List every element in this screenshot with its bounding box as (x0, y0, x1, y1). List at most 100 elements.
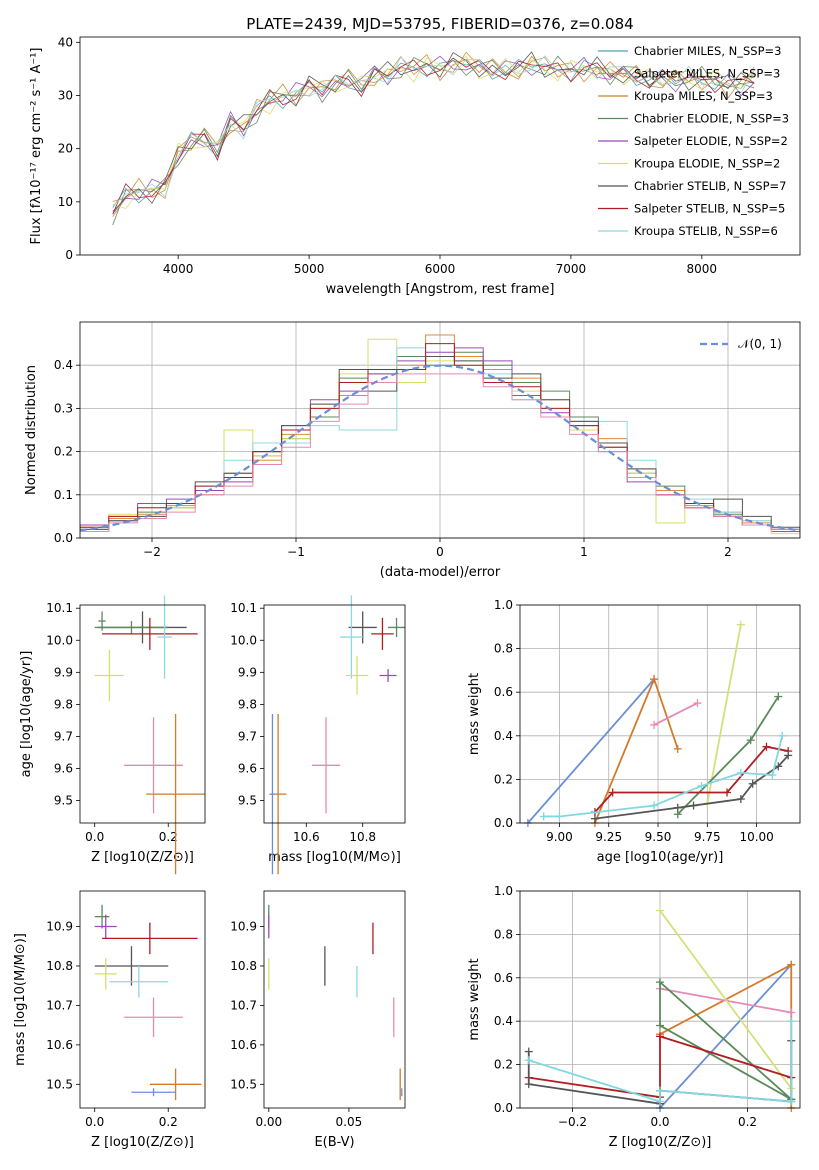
x-tick-label: 1 (580, 545, 588, 559)
x-tick-label: 0.0 (85, 1115, 104, 1129)
x-tick-label: 10.00 (739, 830, 773, 844)
spectrum-line (112, 57, 755, 215)
y-tick-label: 9.5 (238, 794, 257, 808)
x-tick-label: 4000 (163, 262, 194, 276)
x-tick-label: −2 (143, 545, 161, 559)
y-tick-label: 30 (58, 88, 73, 102)
x-axis-label: E(B-V) (314, 1135, 354, 1150)
x-tick-label: 6000 (425, 262, 456, 276)
plot-frame (263, 604, 406, 824)
y-tick-label: 10.8 (46, 959, 73, 973)
weight-line (659, 964, 792, 1109)
y-tick-label: 0.4 (494, 729, 513, 743)
x-tick-label: 9.75 (694, 830, 721, 844)
y-axis-label: age [log10(age/yr)] (19, 651, 34, 778)
x-tick-label: 10.6 (293, 830, 320, 844)
x-tick-label: 9.00 (546, 830, 573, 844)
weight-line (543, 735, 784, 818)
legend-label: Chabrier ELODIE, N_SSP=3 (634, 112, 789, 126)
x-tick-label: −1 (287, 545, 305, 559)
weight-line (677, 696, 780, 815)
y-tick-label: 10.5 (46, 1077, 73, 1091)
y-tick-label: 0.4 (54, 358, 73, 372)
y-axis-label: mass [log10(M/M⊙)] (13, 933, 28, 1066)
mass-vs-ebv-panel: 0.00 0.05 10.5 10.6 10.7 10.8 10.9 E(B-V) (230, 890, 406, 1150)
y-tick-label: 9.8 (238, 697, 257, 711)
y-tick-label: 10.6 (46, 1038, 73, 1052)
x-axis-label: Z [log10(Z/Z⊙)] (609, 1135, 712, 1150)
x-tick-label: 0.0 (650, 1115, 669, 1129)
x-tick-label: 10.8 (349, 830, 376, 844)
y-tick-label: 9.5 (54, 794, 73, 808)
x-tick-label: 0.00 (255, 1115, 282, 1129)
weight-line (527, 678, 655, 824)
y-tick-label: 10.1 (230, 601, 257, 615)
weight-line (528, 1035, 792, 1099)
y-tick-label: 0.2 (494, 1058, 513, 1072)
age-vs-metallicity-panel: 0.0 0.2 9.5 9.6 9.7 9.8 9.9 10.0 10.1 Z [log10(Z/… (19, 595, 206, 875)
y-tick-label: 0.2 (494, 772, 513, 786)
x-axis-label: mass [log10(M/M⊙)] (268, 850, 401, 865)
histograms (80, 334, 800, 538)
y-tick-label: 0.0 (54, 531, 73, 545)
legend-label: Chabrier STELIB, N_SSP=7 (634, 179, 786, 193)
x-axis-label: Z [log10(Z/Z⊙)] (91, 1135, 194, 1150)
x-tick-label: 8000 (687, 262, 718, 276)
y-tick-label: 20 (58, 142, 73, 156)
x-axis-label: wavelength [Angstrom, rest frame] (326, 282, 555, 297)
legend-label: 𝒩(0, 1) (738, 337, 782, 351)
legend-label: Chabrier MILES, N_SSP=3 (634, 44, 781, 58)
spectrum-panel: 4000 5000 6000 7000 8000 0 10 20 30 40 wavelength … (29, 15, 801, 297)
plot-frame (79, 604, 206, 824)
y-tick-label: 0.3 (54, 401, 73, 415)
y-tick-label: 10.8 (230, 959, 257, 973)
x-tick-label: 9.25 (595, 830, 622, 844)
mass-vs-metallicity-panel: 0.0 0.2 10.5 10.6 10.7 10.8 10.9 Z [log10(Z/Z⊙)… (13, 890, 206, 1150)
y-tick-label: 10.0 (230, 633, 257, 647)
y-tick-label: 1.0 (494, 884, 513, 898)
y-tick-label: 10.9 (46, 920, 73, 934)
y-tick-label: 0.6 (494, 971, 513, 985)
plot-frame (79, 36, 801, 256)
weight-line (659, 980, 792, 1101)
y-tick-label: 10.6 (230, 1038, 257, 1052)
spectrum-line (112, 55, 755, 210)
mass-weight-vs-age-panel: 9.00 9.25 9.50 9.75 10.00 0.0 0.2 0.4 0.6 0.8 1.0 a… (467, 598, 801, 865)
spectrum-lines (112, 51, 755, 226)
y-axis-label: mass weight (467, 958, 482, 1040)
spectrum-line (112, 55, 755, 226)
y-tick-label: 40 (58, 35, 73, 49)
chart-title: PLATE=2439, MJD=53795, FIBERID=0376, z=0… (246, 15, 633, 33)
x-tick-label: 0 (436, 545, 444, 559)
x-tick-label: −0.2 (558, 1115, 587, 1129)
y-tick-label: 0.8 (494, 642, 513, 656)
legend-label: Salpeter ELODIE, N_SSP=2 (634, 134, 788, 148)
x-axis-label: (data-model)/error (380, 565, 501, 580)
y-tick-label: 9.9 (54, 665, 73, 679)
x-tick-label: 0.05 (336, 1115, 363, 1129)
y-tick-label: 0.0 (494, 816, 513, 830)
weight-line (706, 624, 742, 804)
x-axis-label: Z [log10(Z/Z⊙)] (91, 850, 194, 865)
x-tick-label: 0.0 (85, 830, 104, 844)
x-tick-label: 0.2 (159, 830, 178, 844)
x-tick-label: 5000 (294, 262, 325, 276)
y-tick-label: 0.8 (494, 927, 513, 941)
weight-line (653, 702, 698, 726)
x-axis-label: age [log10(age/yr)] (597, 850, 724, 865)
x-tick-label: 0.2 (738, 1115, 757, 1129)
plot-frame (519, 604, 801, 824)
plot-frame (519, 890, 801, 1109)
legend-label: Kroupa MILES, N_SSP=3 (634, 89, 773, 103)
spectrum-line (112, 51, 755, 215)
mass-weight-vs-metallicity-panel: −0.2 0.0 0.2 0.0 0.2 0.4 0.6 0.8 1.0 Z [log10(Z/Z… (467, 884, 801, 1150)
y-tick-label: 9.6 (54, 762, 73, 776)
x-tick-label: 2 (724, 545, 732, 559)
y-axis-label: Flux [fλ10⁻¹⁷ erg cm⁻² s⁻¹ A⁻¹] (29, 48, 44, 245)
y-tick-label: 10.7 (230, 998, 257, 1012)
y-tick-label: 9.8 (54, 697, 73, 711)
legend-label: Kroupa ELODIE, N_SSP=2 (634, 157, 780, 171)
plot-frame (79, 890, 206, 1109)
spectrum-line (112, 55, 755, 207)
y-tick-label: 1.0 (494, 598, 513, 612)
